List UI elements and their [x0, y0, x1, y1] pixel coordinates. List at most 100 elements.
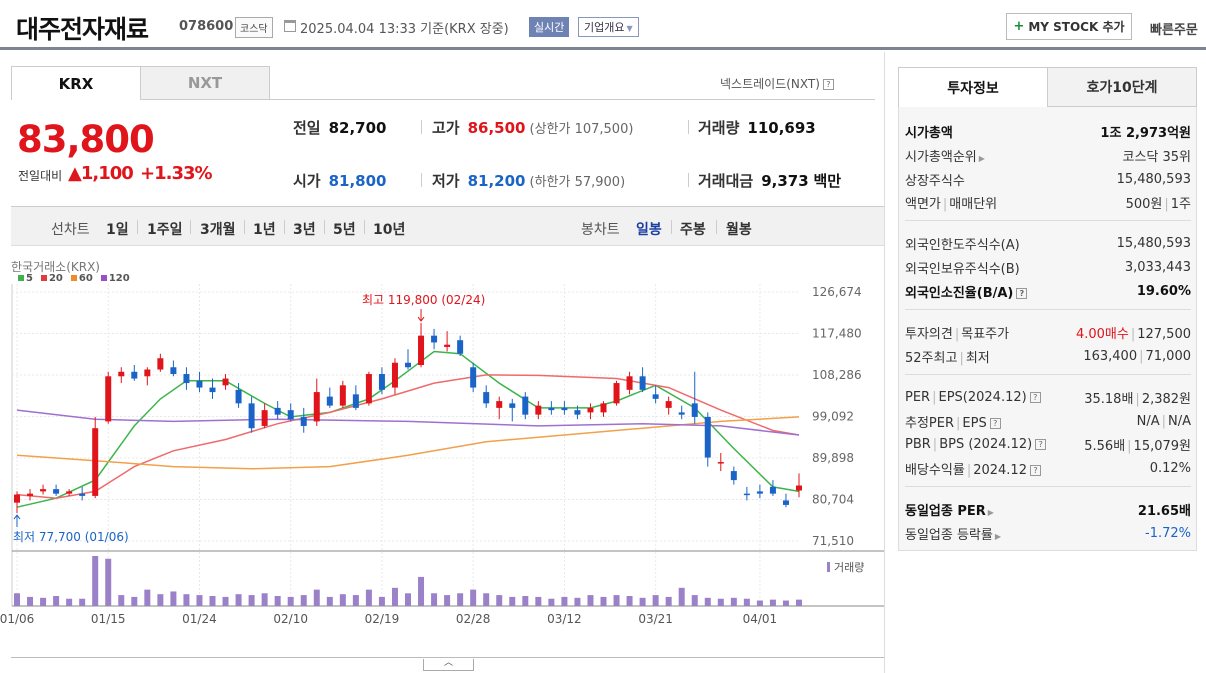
stock-header: 대주전자재료 078600 코스닥 2025.04.04 13:33 기준(KR… [0, 0, 1206, 50]
candle-body [14, 494, 20, 503]
w52-high-label: 52주최고 [905, 350, 958, 366]
par-value-label: 액면가 [905, 196, 941, 212]
help-icon[interactable]: ? [1016, 287, 1028, 299]
volume-bar [457, 593, 464, 606]
collapse-chevron-up-icon[interactable]: ︿ [423, 659, 474, 671]
volume-stat: 거래량 110,693 [698, 117, 816, 138]
volume-bar [300, 595, 307, 606]
candle-body [209, 387, 216, 393]
legend-ma60: 60 [70, 273, 93, 284]
industry-change-row[interactable]: 동일업종 등락률 ▶ -1.72% [905, 522, 1191, 544]
period-1w[interactable]: 1주일 [147, 222, 183, 238]
x-tick-label: 02/19 [365, 612, 400, 626]
volume-bar [326, 596, 333, 606]
volume-bar [378, 596, 385, 606]
est-eps-value: N/A [1168, 413, 1191, 429]
volume-bar [535, 596, 542, 606]
investment-info-panel: 시가총액 1조 2,973억원 시가총액순위 ▶ 코스닥 35위 상장주식수 15,48… [898, 107, 1197, 551]
help-icon[interactable]: ? [989, 417, 1001, 429]
pbr-row: PBR | BPS (2024.12)? 5.56배 | 15,079원 [905, 436, 1191, 454]
volume-label: 거래량 [698, 119, 740, 137]
period-5y[interactable]: 5년 [333, 222, 356, 238]
trading-value: 9,373 [761, 172, 809, 190]
tab-investment-info[interactable]: 투자정보 [898, 67, 1048, 107]
divider [137, 220, 138, 234]
divider [905, 309, 1191, 310]
realtime-button[interactable]: 실시간 [529, 17, 570, 37]
help-icon[interactable]: ? [1035, 438, 1047, 450]
volume-bar [92, 556, 99, 606]
period-monthly[interactable]: 월봉 [726, 222, 752, 238]
market-cap-rank-row[interactable]: 시가총액순위 ▶ 코스닥 35위 [905, 144, 1191, 166]
chart-low-label: 최저 77,700 (01/06) [13, 530, 129, 544]
calendar-icon [284, 20, 296, 32]
industry-per-label: 동일업종 PER [905, 503, 986, 519]
bps-label: BPS (2024.12) [939, 436, 1033, 452]
quote-timestamp: 2025.04.04 13:33 기준(KRX 장중) [300, 22, 509, 37]
candle-body [339, 385, 346, 406]
price-chart[interactable]: 126,674 117,480 108,286 99,092 89,898 80,704 7… [0, 267, 885, 657]
candle-body [300, 416, 307, 426]
dividend-row: 배당수익률 | 2024.12? 0.12% [905, 460, 1191, 478]
candle-body [405, 362, 411, 368]
volume-bar [235, 594, 242, 606]
tab-nxt[interactable]: NXT [140, 66, 270, 100]
high-label: 고가 [432, 119, 460, 137]
period-daily[interactable]: 일봉 [636, 222, 662, 238]
help-icon[interactable]: ? [822, 79, 834, 90]
volume-bar [587, 595, 594, 606]
help-icon[interactable]: ? [1029, 464, 1041, 476]
company-overview-dropdown[interactable]: 기업개요 ▼ [578, 17, 639, 37]
bps-value: 15,079원 [1133, 438, 1191, 454]
period-3y[interactable]: 3년 [293, 222, 316, 238]
listed-shares-row: 상장주식수 15,480,593 [905, 168, 1191, 190]
add-my-stock-button[interactable]: + MY STOCK 추가 [1006, 13, 1132, 40]
volume-bar [418, 576, 425, 606]
nxt-link[interactable]: 넥스트레이드(NXT)? [720, 75, 834, 92]
tab-krx[interactable]: KRX [11, 66, 141, 100]
dividend-value: 0.12% [1149, 460, 1191, 476]
candle-body [704, 416, 711, 458]
candle-body [743, 493, 750, 496]
tab-orderbook-10[interactable]: 호가10단계 [1047, 67, 1197, 107]
divider [284, 220, 285, 234]
period-1y[interactable]: 1년 [253, 222, 276, 238]
candle-body [378, 374, 385, 390]
ma20-line [16, 374, 800, 499]
period-1d[interactable]: 1일 [106, 222, 129, 238]
period-weekly[interactable]: 주봉 [680, 222, 706, 238]
x-tick-label: 03/21 [638, 612, 673, 626]
candle-body [431, 335, 438, 343]
low-label: 저가 [432, 172, 460, 190]
low-stat: 저가 81,200 (하한가 57,900) [432, 170, 625, 191]
candle-body [561, 407, 568, 411]
ma60-line [16, 416, 800, 470]
candle-body [587, 407, 594, 413]
y-tick-label: 126,674 [812, 285, 862, 299]
period-10y[interactable]: 10년 [373, 222, 406, 238]
industry-per-row[interactable]: 동일업종 PER ▶ 21.65배 [905, 498, 1191, 520]
volume-bar [40, 597, 47, 606]
candle-body [522, 396, 529, 415]
volume-bar [613, 595, 620, 606]
legend-ma120-label: 120 [108, 273, 130, 284]
divider [421, 120, 422, 134]
candle-body [131, 371, 138, 379]
volume-bar [118, 595, 125, 606]
x-tick-label: 04/01 [743, 612, 778, 626]
per-label: PER [905, 389, 931, 405]
add-my-stock-label: MY STOCK 추가 [1028, 20, 1125, 34]
volume-bar [704, 597, 711, 606]
candle-body [665, 401, 672, 408]
candle-body [79, 493, 86, 496]
help-icon[interactable]: ? [1029, 391, 1041, 403]
candle-body [483, 392, 490, 404]
candle-body [509, 403, 516, 408]
quick-order-button[interactable]: 빠른주문 [1150, 23, 1198, 38]
w52-low-label: 최저 [965, 350, 990, 366]
period-3m[interactable]: 3개월 [200, 222, 236, 238]
volume-bar [509, 596, 516, 606]
panel-divider [884, 52, 885, 673]
candle-body [796, 485, 802, 491]
target-price-value: 127,500 [1137, 326, 1191, 342]
